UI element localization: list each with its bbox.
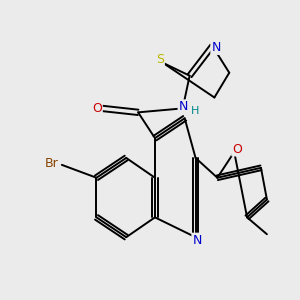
Text: S: S bbox=[156, 53, 164, 66]
Text: O: O bbox=[92, 102, 102, 115]
Text: H: H bbox=[191, 106, 200, 116]
Text: N: N bbox=[192, 234, 202, 247]
Text: O: O bbox=[232, 142, 242, 155]
Text: Br: Br bbox=[44, 157, 58, 170]
Text: N: N bbox=[178, 100, 188, 113]
Text: N: N bbox=[211, 41, 221, 54]
